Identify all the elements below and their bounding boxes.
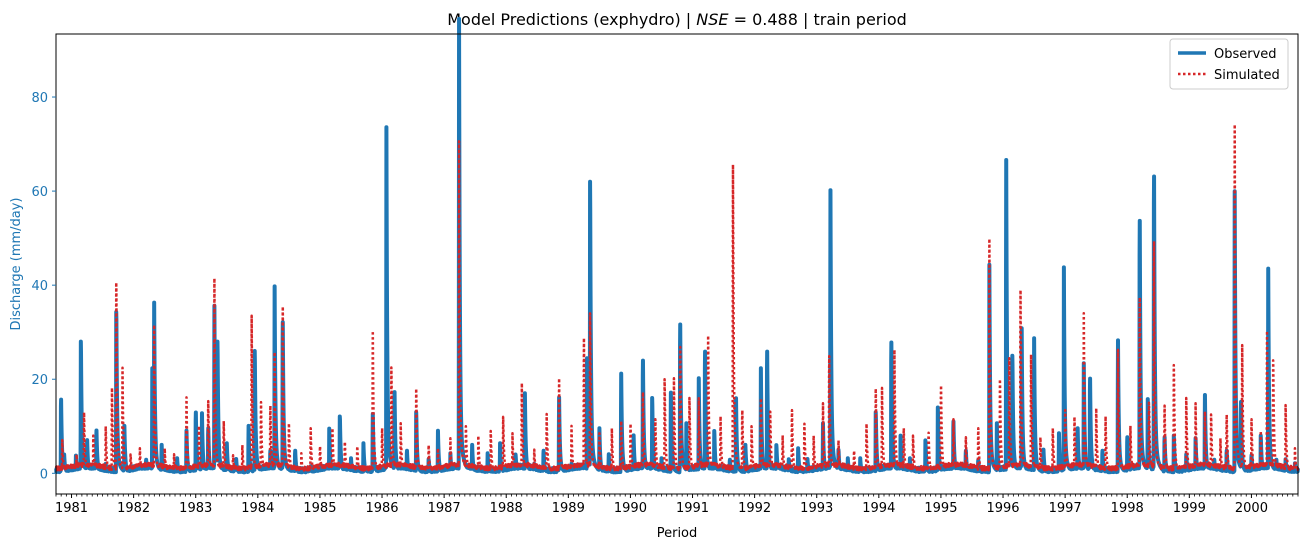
title-metric: NSE: [696, 10, 729, 29]
x-axis-label: Period: [657, 526, 698, 541]
title-prefix: Model Predictions (exphydro) |: [447, 10, 696, 29]
x-tick-label: 1998: [1111, 501, 1144, 516]
chart-title: Model Predictions (exphydro) | NSE = 0.4…: [447, 10, 907, 29]
plot-area: [54, 16, 1300, 475]
x-tick-label: 1994: [862, 501, 895, 516]
x-tick-label: 1989: [552, 501, 585, 516]
y-axis-label: Discharge (mm/day): [9, 197, 24, 330]
y-tick-label: 0: [40, 467, 48, 482]
series-layer: [54, 16, 1300, 475]
series-line-simulated: [54, 123, 1300, 472]
x-tick-label: 1988: [490, 501, 523, 516]
x-tick-label: 1981: [55, 501, 88, 516]
x-tick-label: 1987: [428, 501, 461, 516]
x-tick-label: 1993: [800, 501, 833, 516]
x-tick-label: 1997: [1049, 501, 1082, 516]
x-axis: 1981 1982 1983 1984 1985 1986 1987 1988 1989 1990…: [55, 494, 1299, 516]
x-tick-label: 1982: [117, 501, 150, 516]
x-tick-label: 1999: [1173, 501, 1206, 516]
y-axis: 0 20 40 60 80: [31, 91, 56, 482]
legend: Observed Simulated: [1169, 38, 1289, 90]
x-tick-label: 1992: [738, 501, 771, 516]
legend-label-observed: Observed: [1214, 47, 1277, 62]
y-tick-label: 80: [31, 91, 48, 106]
x-tick-label: 1984: [241, 501, 274, 516]
x-tick-label: 1990: [614, 501, 647, 516]
x-tick-label: 1985: [303, 501, 336, 516]
x-tick-label: 1996: [986, 501, 1019, 516]
x-tick-label: 1991: [676, 501, 709, 516]
x-tick-label: 2000: [1235, 501, 1268, 516]
series-line-observed: [54, 16, 1300, 475]
x-tick-label: 1995: [924, 501, 957, 516]
y-tick-label: 40: [31, 279, 48, 294]
title-suffix: = 0.488 | train period: [729, 10, 907, 29]
x-tick-label: 1986: [365, 501, 398, 516]
x-tick-label: 1983: [179, 501, 212, 516]
legend-label-simulated: Simulated: [1214, 68, 1280, 83]
y-tick-label: 60: [31, 185, 48, 200]
y-tick-label: 20: [31, 373, 48, 388]
